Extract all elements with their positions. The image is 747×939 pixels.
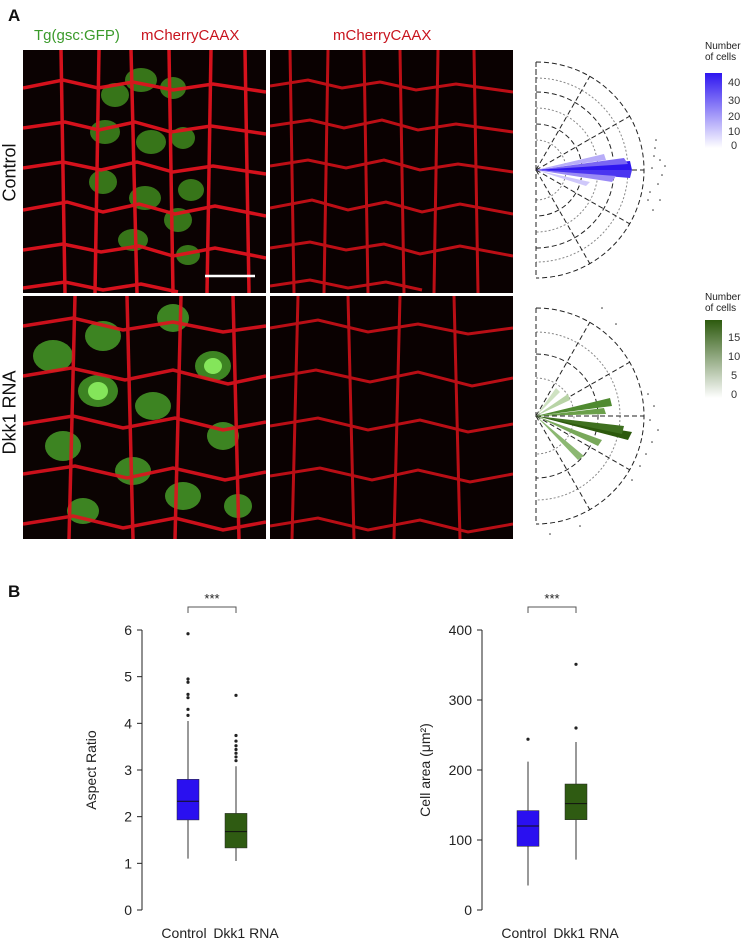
header-mcherry-label: mCherryCAAX bbox=[333, 27, 432, 44]
legend-control-colorbar bbox=[705, 73, 722, 148]
legend-dkk1-tick: 15 bbox=[728, 332, 741, 344]
area-y-tick-label: 400 bbox=[449, 622, 473, 638]
aspect-outlier bbox=[186, 677, 190, 681]
legend-dkk1-tick: 5 bbox=[731, 370, 738, 382]
micrograph-dkk1-merge bbox=[23, 296, 266, 539]
aspect-box bbox=[176, 779, 200, 821]
area-box bbox=[564, 783, 588, 820]
area-outlier bbox=[526, 737, 530, 741]
aspect-outlier bbox=[234, 755, 238, 759]
header-mcherry-merge-label: mCherryCAAX bbox=[141, 27, 240, 44]
area-y-tick-label: 100 bbox=[449, 832, 473, 848]
aspect-outlier bbox=[186, 692, 190, 696]
area-box bbox=[516, 810, 540, 847]
control-mcherry-image bbox=[270, 50, 513, 293]
boxplot-cell-area: 0 100 200 300 400 Cell area (μm²) Control Dkk1 … bbox=[417, 591, 619, 939]
aspect-outlier bbox=[234, 747, 238, 752]
legend-control-title: Number of cells bbox=[705, 41, 741, 63]
panel-b-letter: B bbox=[8, 582, 21, 601]
aspect-outlier bbox=[234, 739, 238, 743]
micrograph-control-mcherry bbox=[270, 50, 513, 293]
aspect-outlier bbox=[234, 744, 238, 748]
aspect-outlier bbox=[186, 632, 190, 636]
aspect-box bbox=[224, 813, 248, 849]
aspect-outlier bbox=[186, 713, 190, 717]
area-significance-bracket bbox=[527, 606, 577, 613]
micrograph-control-merge bbox=[23, 50, 266, 293]
aspect-outlier bbox=[234, 733, 238, 738]
aspect-y-axis-label: Aspect Ratio bbox=[83, 730, 99, 810]
aspect-x-label: Control bbox=[161, 925, 206, 939]
area-y-tick-label: 0 bbox=[464, 902, 472, 918]
row-label-control: Control bbox=[0, 143, 20, 202]
aspect-y-tick-label: 4 bbox=[124, 715, 132, 731]
legend-control-tick: 0 bbox=[731, 140, 738, 152]
aspect-significance-bracket bbox=[187, 606, 237, 613]
area-outlier bbox=[574, 726, 578, 730]
aspect-outlier bbox=[234, 693, 238, 697]
aspect-outlier bbox=[186, 680, 190, 684]
aspect-outlier bbox=[234, 751, 238, 755]
area-x-label: Dkk1 RNA bbox=[553, 925, 619, 939]
area-x-label: Control bbox=[501, 925, 546, 939]
aspect-y-tick-label: 0 bbox=[124, 902, 132, 918]
aspect-outlier bbox=[186, 707, 190, 711]
dkk1-merge-image bbox=[23, 296, 266, 539]
legend-control-title-2: of cells bbox=[705, 52, 737, 63]
legend-dkk1-title-2: of cells bbox=[705, 303, 737, 314]
legend-control-tick: 20 bbox=[728, 111, 741, 123]
area-outlier bbox=[574, 662, 578, 666]
aspect-x-label: Dkk1 RNA bbox=[213, 925, 279, 939]
legend-dkk1-tick: 10 bbox=[728, 351, 741, 363]
aspect-significance-label: *** bbox=[204, 591, 219, 606]
legend-dkk1-colorbar bbox=[705, 320, 722, 398]
area-significance-label: *** bbox=[544, 591, 559, 606]
aspect-y-tick-label: 6 bbox=[124, 622, 132, 638]
legend-control-tick: 10 bbox=[728, 126, 741, 138]
micrograph-dkk1-mcherry bbox=[270, 296, 513, 539]
rose-plot-control bbox=[535, 61, 666, 279]
panel-a-letter: A bbox=[8, 6, 21, 25]
aspect-y-tick-label: 5 bbox=[124, 669, 132, 685]
aspect-y-tick-label: 1 bbox=[124, 855, 132, 871]
legend-dkk1-tick: 0 bbox=[731, 389, 738, 401]
dkk1-mcherry-image bbox=[270, 296, 513, 539]
legend-control-tick: 30 bbox=[728, 95, 741, 107]
aspect-outlier bbox=[234, 759, 238, 763]
aspect-outlier bbox=[186, 696, 190, 700]
area-y-tick-label: 300 bbox=[449, 692, 473, 708]
aspect-y-tick-label: 2 bbox=[124, 809, 132, 825]
legend-dkk1-title-1: Number bbox=[705, 292, 741, 303]
row-label-dkk1: Dkk1 RNA bbox=[0, 370, 20, 455]
aspect-y-tick-label: 3 bbox=[124, 762, 132, 778]
area-y-tick-label: 200 bbox=[449, 762, 473, 778]
legend-dkk1-title: Number of cells bbox=[705, 292, 741, 314]
rose-plot-dkk1 bbox=[535, 307, 659, 535]
legend-control-title-1: Number bbox=[705, 41, 741, 52]
boxplot-aspect-ratio: 0 1 2 3 4 5 6 Aspect Ratio Control Dkk1 RNA *** bbox=[83, 591, 279, 939]
area-y-axis-label: Cell area (μm²) bbox=[417, 723, 433, 817]
legend-control-tick: 40 bbox=[728, 77, 741, 89]
control-merge-image bbox=[23, 50, 266, 293]
header-gfp-label: Tg(gsc:GFP) bbox=[34, 27, 120, 44]
